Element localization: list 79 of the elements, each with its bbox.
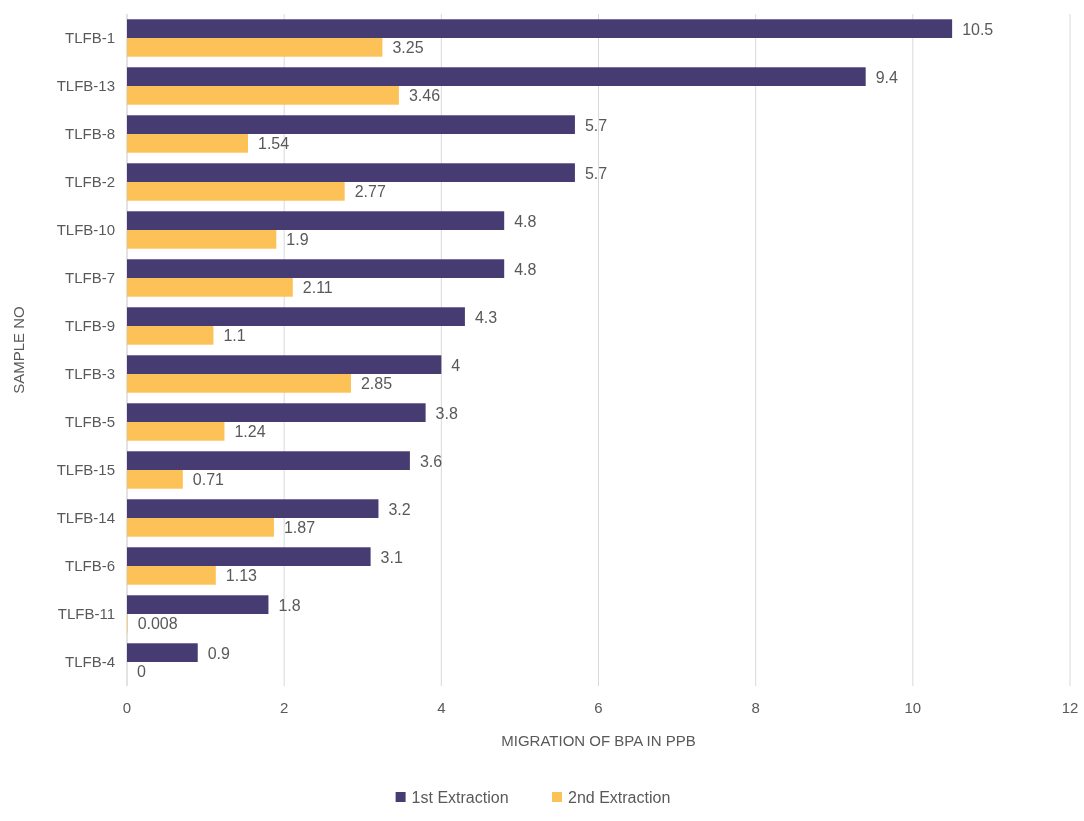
bar <box>127 211 505 230</box>
x-tick-label: 2 <box>279 699 289 716</box>
data-label: 3.46 <box>408 87 441 105</box>
y-tick-label: TLFB-8 <box>64 125 115 142</box>
data-label: 4.3 <box>474 308 498 326</box>
bar <box>127 518 274 537</box>
data-label: 3.2 <box>388 500 411 518</box>
bar <box>127 422 225 441</box>
y-tick-label: TLFB-1 <box>64 29 115 46</box>
data-label: 1.87 <box>283 519 316 537</box>
legend-label: 1st Extraction <box>411 789 509 806</box>
bar <box>127 326 214 345</box>
bar <box>127 451 410 470</box>
data-label: 4.8 <box>514 212 537 230</box>
y-tick-label: TLFB-5 <box>64 413 115 430</box>
data-label: 2.11 <box>302 279 333 297</box>
y-tick-label: TLFB-14 <box>56 509 115 526</box>
data-label: 9.4 <box>875 68 899 86</box>
data-label: 5.7 <box>584 164 608 182</box>
data-label: 3.1 <box>380 548 403 566</box>
data-label: 3.6 <box>419 452 443 470</box>
y-axis-title: SAMPLE NO <box>10 306 27 394</box>
data-label: 2.77 <box>354 183 386 201</box>
x-tick-label: 6 <box>594 699 603 716</box>
x-tick-label: 4 <box>437 699 446 716</box>
y-tick-label: TLFB-15 <box>56 461 115 478</box>
y-tick-label: TLFB-10 <box>56 221 115 238</box>
x-tick-label: 10 <box>904 699 922 716</box>
data-label: 1.9 <box>286 231 309 249</box>
data-label: 2.85 <box>360 375 393 393</box>
x-tick-label: 0 <box>122 699 132 716</box>
data-label: 10.5 <box>962 20 994 38</box>
data-label: 3.25 <box>392 39 424 57</box>
x-tick-label: 12 <box>1061 699 1079 716</box>
data-label: 4 <box>451 356 461 374</box>
x-tick-label: 8 <box>751 699 760 716</box>
data-label: 1.1 <box>223 327 246 345</box>
y-tick-label: TLFB-2 <box>64 173 115 190</box>
legend-label: 2nd Extraction <box>568 789 671 806</box>
bar <box>127 67 866 86</box>
bar <box>127 19 953 38</box>
bar <box>127 278 293 297</box>
y-tick-label: TLFB-3 <box>64 365 115 382</box>
data-label: 1.13 <box>225 567 258 585</box>
y-tick-label: TLFB-13 <box>56 77 115 94</box>
data-label: 5.7 <box>584 116 608 134</box>
bar <box>127 259 505 278</box>
data-label: 0.9 <box>207 644 231 662</box>
bar <box>127 182 345 201</box>
bar <box>127 86 399 105</box>
y-tick-label: TLFB-9 <box>64 317 115 334</box>
y-tick-label: TLFB-11 <box>57 605 115 622</box>
y-tick-label: TLFB-7 <box>64 269 115 286</box>
data-label: 1.8 <box>278 596 301 614</box>
bar <box>127 566 216 585</box>
bar <box>127 355 442 374</box>
y-tick-label: TLFB-6 <box>64 557 115 574</box>
data-label: 1.24 <box>234 423 266 441</box>
x-axis-title: MIGRATION OF BPA IN PPB <box>501 732 696 749</box>
bar <box>127 230 277 249</box>
bar <box>127 403 426 422</box>
bar <box>127 115 575 134</box>
bar <box>127 374 351 393</box>
bar <box>127 595 269 614</box>
bar <box>127 163 575 182</box>
data-label: 4.8 <box>514 260 537 278</box>
data-label: 3.8 <box>435 404 458 422</box>
bar <box>127 470 183 489</box>
data-label: 0.71 <box>192 471 225 489</box>
bar <box>127 547 371 566</box>
y-tick-label: TLFB-4 <box>64 653 115 670</box>
bar <box>127 307 465 326</box>
bar <box>127 499 379 518</box>
data-label: 1.54 <box>258 135 290 153</box>
data-label: 0.008 <box>137 615 178 633</box>
bar <box>127 134 249 153</box>
bar <box>127 38 383 57</box>
data-label: 0 <box>137 663 146 681</box>
bar <box>127 643 198 662</box>
